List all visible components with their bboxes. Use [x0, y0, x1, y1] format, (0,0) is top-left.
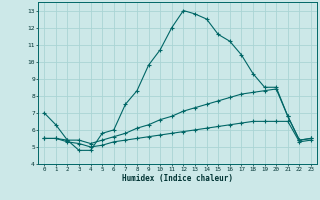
X-axis label: Humidex (Indice chaleur): Humidex (Indice chaleur) [122, 174, 233, 183]
